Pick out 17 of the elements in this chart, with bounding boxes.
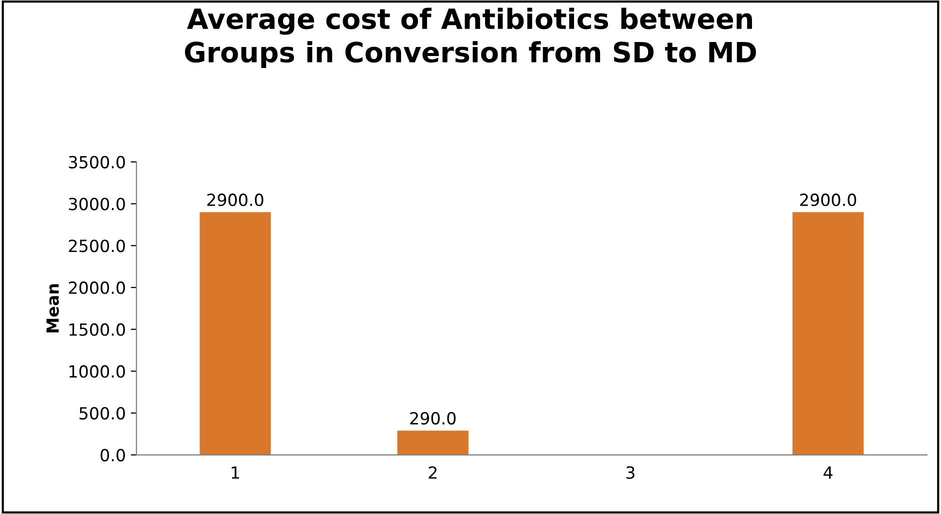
y-tick-label: 3000.0 [68, 198, 125, 210]
y-tick-label: 2000.0 [68, 281, 125, 294]
y-tick-label: 0.0 [100, 448, 125, 462]
data-label: 290.0 [410, 412, 456, 425]
x-tick-label: 4 [824, 466, 832, 479]
data-label: 2900.0 [800, 194, 856, 206]
y-tick-label: 500.0 [80, 407, 125, 420]
chart-title: Average cost of Antibiotics between Groups in Conversion from SD to MD [184, 8, 756, 68]
y-tick-label: 1000.0 [70, 365, 125, 378]
data-label: 2900.0 [207, 194, 264, 206]
x-tick-label: 1 [232, 466, 240, 479]
x-tick-label: 3 [626, 466, 634, 479]
y-tick-label: 3500.0 [68, 156, 125, 168]
y-tick-label: 1500.0 [70, 323, 125, 336]
y-tick-label: 2500.0 [68, 240, 125, 252]
x-tick-label: 2 [428, 466, 436, 479]
y-axis-title: Mean [46, 284, 59, 332]
